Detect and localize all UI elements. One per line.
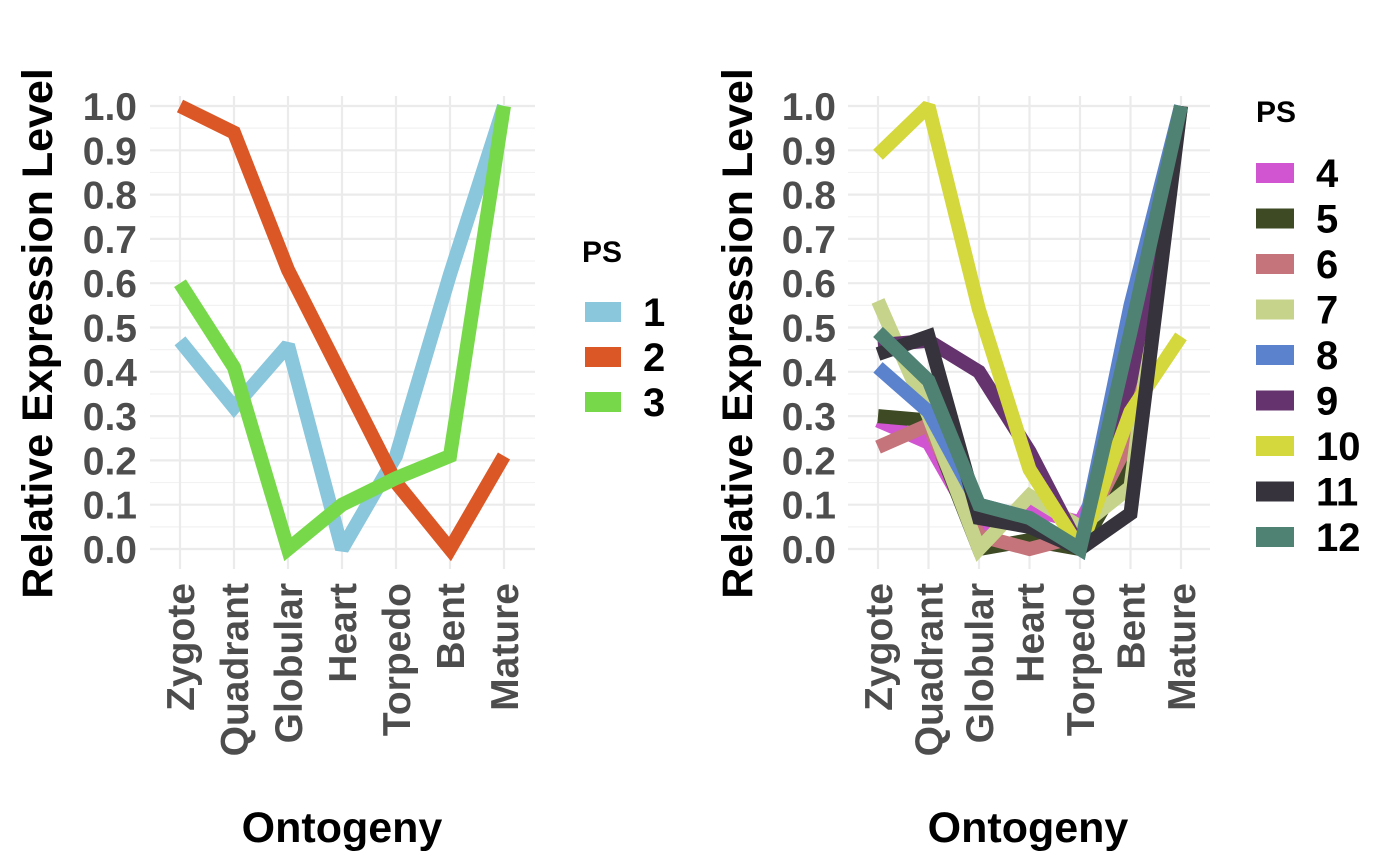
y-tick-label: 0.8	[83, 175, 137, 218]
legend-swatch-9	[1256, 390, 1294, 411]
legend-swatch-3	[585, 392, 621, 412]
legend-swatch-1	[585, 302, 621, 322]
y-tick-label: 0.9	[83, 130, 137, 173]
y-tick-label: 0.7	[83, 219, 137, 262]
x-tick-label: Quadrant	[214, 583, 257, 756]
x-tick-label: Bent	[430, 583, 473, 670]
legend-label-5: 5	[1316, 198, 1338, 242]
legend-swatch-11	[1256, 481, 1294, 502]
y-tick-label: 0.0	[83, 529, 137, 572]
legend-label-9: 9	[1316, 380, 1338, 424]
x-tick-label: Torpedo	[376, 583, 419, 736]
x-tick-label: Mature	[484, 583, 527, 711]
x-tick-label: Heart	[322, 583, 365, 683]
legend-label-4: 4	[1316, 152, 1339, 196]
y-tick-label: 0.8	[782, 175, 836, 218]
series-lines	[871, 100, 1188, 562]
legend-label-6: 6	[1316, 243, 1338, 287]
chart-right: 0.00.10.20.30.40.50.60.70.80.91.0 Zygote Q…	[714, 68, 1361, 852]
series-line-3	[174, 104, 511, 562]
series-line-11	[875, 105, 1188, 557]
y-axis-title: Relative Expression Level	[14, 68, 62, 599]
y-tick-label: 0.1	[83, 485, 137, 528]
x-tick-label: Zygote	[858, 583, 901, 711]
legend-swatch-12	[1256, 527, 1294, 547]
y-tick-label: 0.1	[782, 485, 836, 528]
y-tick-label: 0.2	[83, 440, 137, 483]
series-line-12	[873, 104, 1188, 561]
legend-title: PS	[1256, 96, 1296, 129]
legend-label-7: 7	[1316, 289, 1338, 333]
y-tick-label: 0.3	[83, 396, 137, 439]
x-tick-label: Globular	[959, 583, 1002, 743]
x-axis-title: Ontogeny	[242, 804, 443, 852]
x-tick-label: Globular	[268, 583, 311, 743]
y-tick-label: 0.6	[782, 263, 836, 306]
legend-label-10: 10	[1316, 425, 1361, 469]
x-tick-label: Heart	[1010, 583, 1053, 683]
y-tick-label: 0.7	[782, 219, 836, 262]
y-tick-label: 0.4	[83, 352, 138, 395]
y-tick-label: 1.0	[782, 86, 836, 129]
series-line-10	[873, 100, 1187, 553]
legend-swatch-4	[1256, 163, 1294, 183]
y-tick-label: 0.0	[782, 529, 836, 572]
legend-label-2: 2	[643, 336, 665, 380]
series-lines	[174, 99, 511, 562]
y-tick-label: 0.3	[782, 396, 836, 439]
legend-label-8: 8	[1316, 334, 1338, 378]
legend-swatch-2	[585, 347, 621, 367]
x-tick-label: Quadrant	[909, 583, 952, 756]
y-tick-label: 1.0	[83, 86, 137, 129]
x-axis-title: Ontogeny	[928, 804, 1129, 852]
legend-label-3: 3	[643, 381, 665, 425]
legend: PS 123	[582, 236, 665, 425]
legend-label-1: 1	[643, 291, 665, 335]
legend-label-12: 12	[1316, 516, 1361, 560]
legend-label-11: 11	[1316, 471, 1358, 515]
y-tick-label: 0.5	[83, 308, 137, 351]
x-tick-label: Torpedo	[1060, 583, 1103, 736]
y-tick-label: 0.4	[782, 352, 837, 395]
legend-swatch-10	[1256, 436, 1294, 456]
x-tick-label: Bent	[1111, 583, 1154, 670]
series-line-2	[176, 99, 511, 562]
y-tick-label: 0.2	[782, 440, 836, 483]
series-line-1	[174, 103, 511, 553]
legend-swatch-7	[1256, 299, 1294, 320]
legend-title: PS	[582, 236, 622, 269]
legend-swatch-6	[1256, 254, 1294, 274]
y-tick-label: 0.5	[782, 308, 836, 351]
grid	[150, 96, 535, 569]
chart-left: 0.00.10.20.30.40.50.60.70.80.91.0 Zygote Q…	[14, 68, 665, 852]
legend-swatch-8	[1256, 345, 1294, 365]
legend-swatch-5	[1256, 208, 1294, 229]
x-tick-label: Mature	[1161, 583, 1204, 711]
y-tick-label: 0.6	[83, 263, 137, 306]
y-tick-label: 0.9	[782, 130, 836, 173]
y-axis-title: Relative Expression Level	[714, 68, 762, 599]
x-tick-label: Zygote	[160, 583, 203, 711]
